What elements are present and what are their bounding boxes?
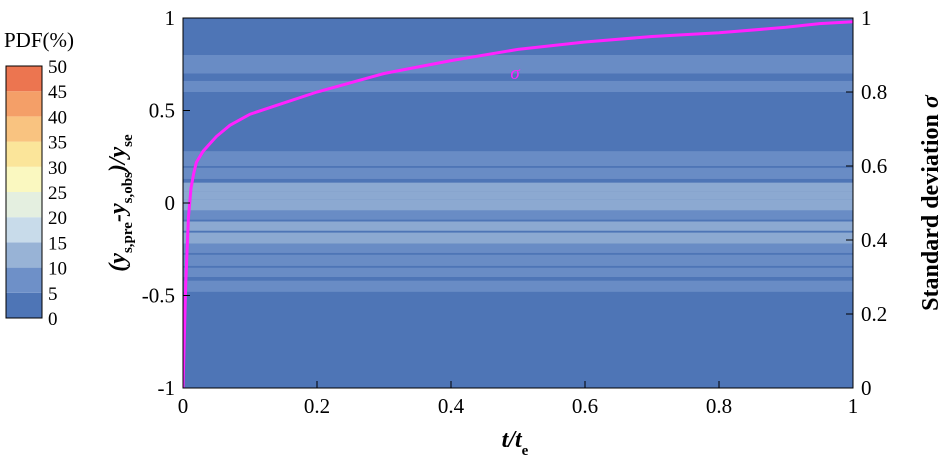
x-axis-ticks: 0 0.2 0.4 0.6 0.8 1 [178, 381, 859, 418]
left-y-axis-title: (ys,pre-ys,obs)/yse [105, 134, 136, 272]
colorbar-swatches [5, 65, 43, 319]
x-tick-label: 1 [848, 394, 859, 418]
right-y-title-main: Standard deviation [918, 108, 944, 311]
colorbar-label: 5 [48, 284, 58, 305]
x-axis-title: t/te [502, 427, 529, 459]
colorbar-label: 20 [48, 208, 67, 229]
right-y-axis-title: Standard deviation σ [918, 94, 944, 311]
colorbar-title: PDF(%) [4, 28, 74, 52]
left-y-axis-ticks: -1 -0.5 0 0.5 1 [142, 6, 190, 400]
heatmap-band [183, 80, 853, 92]
right-y-tick-label: 0.8 [861, 80, 887, 104]
right-y-tick-label: 0.2 [861, 302, 887, 326]
colorbar-label: 30 [48, 158, 67, 179]
colorbar-label: 25 [48, 183, 67, 204]
colorbar-label: 0 [48, 309, 58, 330]
x-tick-label: 0.4 [438, 394, 465, 418]
heatmap-band [183, 167, 853, 179]
sigma-curve [183, 20, 853, 388]
x-tick-label: 0 [178, 394, 189, 418]
colorbar: PDF(%) 0 5 10 15 20 25 30 35 40 45 50 [4, 28, 74, 330]
left-y-tick-label: 0.5 [149, 99, 175, 123]
colorbar-swatch [6, 292, 42, 318]
colorbar-label: 50 [48, 57, 67, 78]
colorbar-label: 45 [48, 82, 67, 103]
left-y-tick-label: -0.5 [142, 284, 175, 308]
left-y-title-mid: -y [105, 203, 131, 222]
left-y-title-sub3: se [120, 134, 136, 147]
colorbar-frame [5, 65, 43, 319]
heatmap-band [183, 151, 853, 166]
left-y-tick-label: 0 [165, 191, 176, 215]
left-y-title-pre: (y [105, 253, 131, 272]
right-y-tick-label: 0.6 [861, 154, 887, 178]
heatmap-band [183, 199, 853, 211]
right-y-tick-label: 0.4 [861, 228, 888, 252]
sigma-curve-label: σ [510, 63, 520, 84]
colorbar-swatch [6, 66, 42, 92]
heatmap-band [183, 232, 853, 244]
colorbar-label: 15 [48, 233, 67, 254]
left-y-title-sub1: s,pre [120, 222, 136, 253]
colorbar-swatch [6, 116, 42, 142]
x-axis-title-main: t/t [502, 427, 523, 453]
colorbar-labels: 0 5 10 15 20 25 30 35 40 45 50 [48, 57, 67, 330]
x-axis-title-subscript: e [522, 443, 529, 459]
colorbar-label: 10 [48, 259, 67, 280]
left-y-title-sub2: s,obs [120, 172, 136, 203]
x-tick-label: 0.6 [572, 394, 598, 418]
colorbar-swatch [6, 141, 42, 167]
x-tick-label: 0.8 [706, 394, 732, 418]
right-y-tick-label: 1 [861, 6, 872, 30]
left-y-title-close: )/y [105, 146, 131, 174]
x-tick-label: 0.2 [304, 394, 330, 418]
heatmap-band [183, 221, 853, 231]
heatmap-band [183, 182, 853, 192]
heatmap-band [183, 243, 853, 253]
sigma-layer [183, 20, 853, 388]
colorbar-label: 35 [48, 133, 67, 154]
right-y-title-sigma: σ [918, 94, 944, 108]
heatmap-band [183, 280, 853, 292]
left-y-tick-label: -1 [158, 376, 176, 400]
right-y-tick-label: 0 [861, 376, 872, 400]
heatmap-band [183, 254, 853, 266]
heatmap-band [183, 191, 853, 200]
right-y-axis-ticks: 0 0.2 0.4 0.6 0.8 1 [846, 6, 888, 400]
heatmap-layer [183, 55, 853, 292]
colorbar-swatch [6, 192, 42, 218]
colorbar-swatch [6, 267, 42, 293]
colorbar-swatch [6, 166, 42, 192]
heatmap-band [183, 210, 853, 220]
colorbar-swatch [6, 91, 42, 117]
colorbar-label: 40 [48, 107, 67, 128]
colorbar-swatch [6, 242, 42, 268]
colorbar-swatch [6, 217, 42, 243]
left-y-tick-label: 1 [165, 6, 176, 30]
heatmap-band [183, 267, 853, 277]
heatmap-band [183, 55, 853, 74]
